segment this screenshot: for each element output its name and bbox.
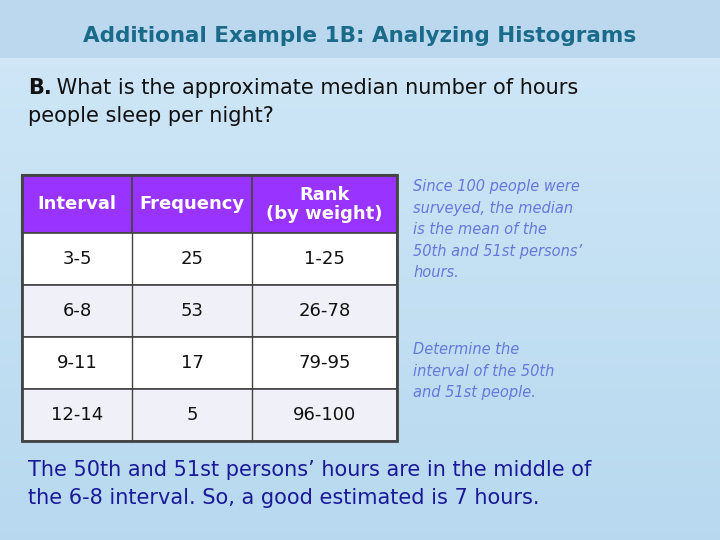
Text: 96-100: 96-100 (293, 406, 356, 424)
Text: Frequency: Frequency (140, 195, 245, 213)
Bar (22, 175, 397, 233)
Text: 53: 53 (181, 302, 204, 320)
Text: Since 100 people were
surveyed, the median
is the mean of the
50th and 51st pers: Since 100 people were surveyed, the medi… (413, 179, 582, 280)
Text: Rank: Rank (300, 186, 350, 204)
Bar (22, 389, 397, 441)
Text: Additional Example 1B: Analyzing Histograms: Additional Example 1B: Analyzing Histogr… (84, 26, 636, 46)
Bar (22, 337, 397, 389)
Text: The 50th and 51st persons’ hours are in the middle of: The 50th and 51st persons’ hours are in … (28, 460, 591, 480)
Text: 17: 17 (181, 354, 204, 372)
Text: What is the approximate median number of hours: What is the approximate median number of… (50, 78, 578, 98)
Text: 5: 5 (186, 406, 198, 424)
Text: 26-78: 26-78 (298, 302, 351, 320)
Text: Interval: Interval (37, 195, 117, 213)
Text: (by weight): (by weight) (266, 205, 383, 223)
Text: 6-8: 6-8 (63, 302, 91, 320)
Bar (22, 175, 397, 441)
Text: 12-14: 12-14 (51, 406, 103, 424)
Text: 79-95: 79-95 (298, 354, 351, 372)
Bar (22, 285, 397, 337)
Text: B.: B. (28, 78, 52, 98)
Text: people sleep per night?: people sleep per night? (28, 106, 274, 126)
Text: 3-5: 3-5 (62, 250, 91, 268)
Text: 9-11: 9-11 (57, 354, 97, 372)
Text: 1-25: 1-25 (304, 250, 345, 268)
Bar (0, 0, 720, 58)
Text: the 6-8 interval. So, a good estimated is 7 hours.: the 6-8 interval. So, a good estimated i… (28, 488, 539, 508)
Bar (22, 233, 397, 285)
Text: 25: 25 (181, 250, 204, 268)
Text: Determine the
interval of the 50th
and 51st people.: Determine the interval of the 50th and 5… (413, 342, 554, 400)
